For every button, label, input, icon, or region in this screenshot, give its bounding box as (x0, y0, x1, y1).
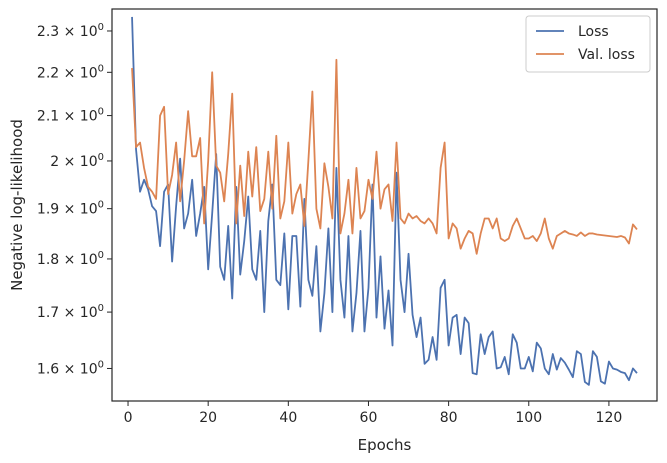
series-layer (131, 16, 638, 386)
x-tick-label: 40 (279, 410, 297, 426)
series-line-val-loss (131, 58, 638, 255)
plot-area (111, 8, 658, 402)
y-axis: 1.6 × 100 1.7 × 100 1.8 × 100 1.9 × 100 2 × … (37, 22, 112, 377)
x-tick-label: 80 (440, 410, 458, 426)
x-tick-label: 120 (596, 410, 623, 426)
legend: Loss Val. loss (525, 15, 651, 73)
legend-label-val-loss: Val. loss (578, 47, 635, 63)
y-tick-label: 1.6 × 100 (37, 359, 104, 377)
legend-box (525, 15, 651, 73)
y-tick-label: 1.8 × 100 (37, 250, 104, 268)
y-axis-title: Negative log-likelihood (8, 119, 26, 291)
x-tick-label: 100 (515, 410, 542, 426)
x-tick-label: 0 (124, 410, 133, 426)
y-tick-label: 1.9 × 100 (37, 200, 104, 218)
x-axis: 0 20 40 60 80 100 120 (124, 401, 623, 426)
plot-frame (111, 8, 658, 402)
y-tick-label: 2.1 × 100 (37, 107, 104, 125)
y-tick-label: 2 × 100 (50, 152, 104, 170)
y-tick-label: 2.2 × 100 (37, 63, 104, 81)
x-axis-title: Epochs (358, 436, 412, 454)
y-tick-label: 2.3 × 100 (37, 22, 104, 40)
x-tick-label: 60 (360, 410, 378, 426)
legend-label-loss: Loss (578, 24, 609, 40)
x-tick-label: 20 (199, 410, 217, 426)
y-tick-label: 1.7 × 100 (37, 303, 104, 321)
